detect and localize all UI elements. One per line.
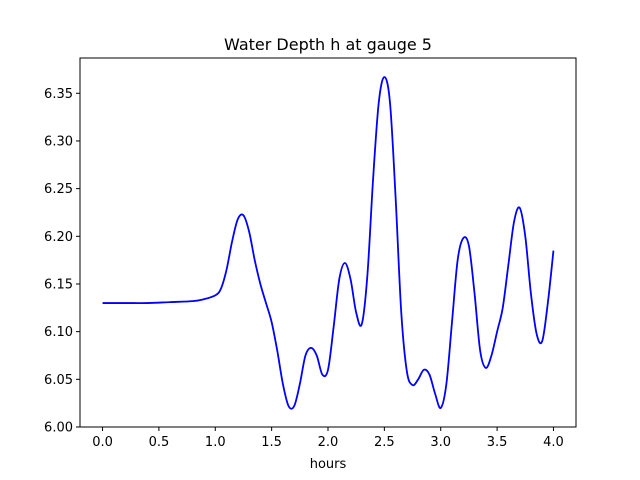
y-axis: 6.00 6.05 6.10 6.15 6.20 6.25 6.30 6.35 <box>44 87 80 436</box>
x-axis: 0.0 0.5 1.0 1.5 2.0 2.5 3.0 3.5 4.0 <box>92 427 564 450</box>
x-tick-label: 3.0 <box>430 435 451 450</box>
x-tick-label: 4.0 <box>543 435 564 450</box>
y-tick-label: 6.05 <box>44 373 73 388</box>
x-tick-label: 1.5 <box>261 435 282 450</box>
y-tick-label: 6.25 <box>44 182 73 197</box>
series-line-0 <box>102 76 555 410</box>
y-tick-label: 6.30 <box>44 134 73 149</box>
y-tick-label: 6.15 <box>44 277 73 292</box>
x-tick-label: 0.5 <box>149 435 170 450</box>
y-tick-label: 6.35 <box>44 87 73 102</box>
x-axis-label: hours <box>310 457 347 472</box>
chart-title: Water Depth h at gauge 5 <box>224 35 432 54</box>
y-tick-label: 6.00 <box>44 421 73 436</box>
plot-area <box>102 76 555 410</box>
x-tick-label: 0.0 <box>92 435 113 450</box>
x-tick-label: 3.5 <box>487 435 508 450</box>
x-tick-label: 2.5 <box>374 435 395 450</box>
y-tick-label: 6.20 <box>44 230 73 245</box>
x-tick-label: 2.0 <box>318 435 339 450</box>
y-tick-label: 6.10 <box>44 325 73 340</box>
x-tick-label: 1.0 <box>205 435 226 450</box>
